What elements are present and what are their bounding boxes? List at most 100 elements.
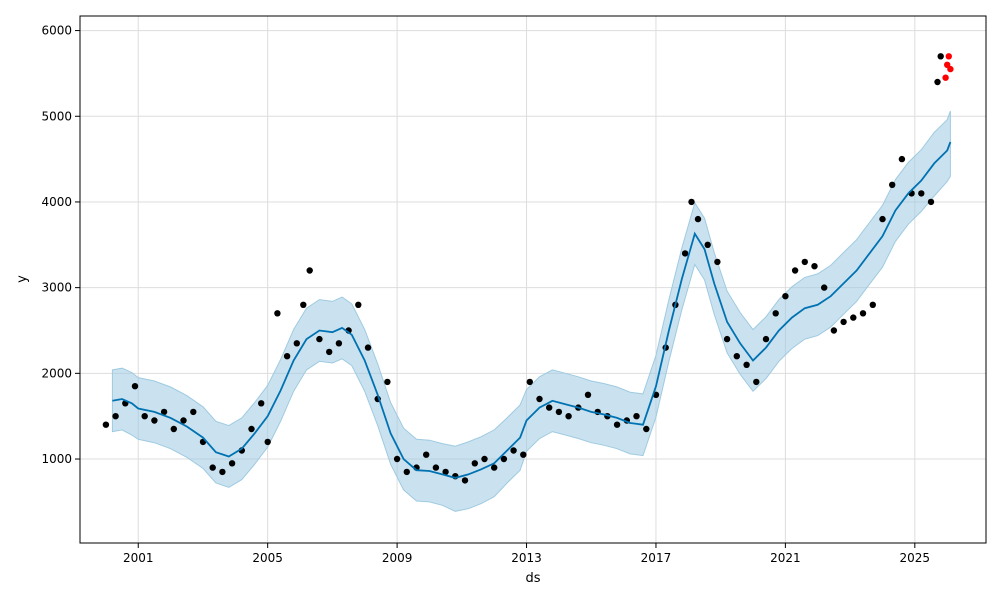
observed-point [743, 361, 750, 368]
x-axis: 2001 2005 2009 2013 2017 2021 2025 [123, 543, 930, 565]
observed-point [248, 425, 255, 433]
x-tick-label: 2005 [252, 551, 283, 565]
observed-point [481, 455, 488, 463]
observed-point [461, 477, 469, 484]
x-tick-label: 2017 [641, 551, 672, 565]
observed-point [393, 455, 401, 463]
observed-point [403, 468, 410, 476]
observed-point [432, 464, 440, 471]
observed-point [681, 250, 689, 257]
observed-point [584, 391, 592, 398]
y-axis-label: y [15, 275, 30, 283]
observed-point [694, 215, 702, 223]
observed-point [384, 378, 391, 386]
observed-point [850, 314, 857, 321]
observed-point [555, 408, 563, 416]
forecast-line-layer [112, 141, 952, 479]
observed-point [869, 301, 876, 308]
observed-point [335, 340, 343, 347]
observed-point [258, 400, 265, 407]
observed-point [753, 378, 760, 386]
observed-point [688, 198, 695, 206]
observed-point [526, 378, 533, 386]
observed-point [565, 413, 572, 420]
observed-point [364, 344, 372, 351]
y-tick-label: 6000 [41, 24, 72, 38]
uncertainty-band-layer [111, 110, 951, 512]
observed-point [180, 417, 187, 424]
observed-point [283, 353, 291, 360]
observed-point [228, 460, 236, 467]
observed-point [898, 155, 906, 163]
observed-point [274, 310, 281, 317]
observed-point [889, 181, 896, 188]
observed-point [733, 353, 740, 360]
observed-point [209, 464, 216, 471]
observed-point [316, 335, 323, 343]
observed-point [306, 267, 313, 274]
y-axis: 1000 2000 3000 4000 5000 6000 [41, 24, 80, 466]
test-points-layer [942, 53, 954, 81]
observed-point [714, 258, 721, 266]
observed-point [510, 447, 517, 454]
observed-point [471, 460, 478, 467]
observed-point [801, 258, 808, 266]
observed-point [355, 301, 362, 308]
x-tick-label: 2025 [900, 551, 931, 565]
y-tick-label: 2000 [41, 366, 72, 380]
x-tick-label: 2001 [123, 551, 154, 565]
observed-point [782, 293, 789, 300]
y-tick-label: 5000 [41, 109, 72, 123]
x-axis-label: ds [525, 571, 540, 586]
observed-point [300, 301, 307, 308]
observed-point [704, 241, 711, 248]
observed-point [830, 327, 838, 334]
observed-point [937, 53, 944, 60]
observed-point [293, 340, 300, 347]
observed-point [264, 438, 271, 446]
observed-point [927, 198, 935, 206]
observed-point [633, 413, 640, 420]
observed-point [723, 335, 731, 343]
test-point [947, 65, 954, 73]
uncertainty-band [111, 110, 951, 512]
test-point [945, 53, 952, 60]
observed-point [160, 408, 168, 416]
observed-point [918, 190, 925, 197]
observed-point [500, 455, 508, 463]
observed-point [326, 348, 333, 356]
observed-point [442, 468, 449, 476]
x-tick-label: 2013 [511, 551, 542, 565]
plot-frame [79, 15, 987, 544]
observed-point [762, 335, 770, 343]
test-point [942, 74, 949, 81]
observed-point [112, 413, 119, 420]
observed-point [772, 310, 779, 317]
observed-point [151, 417, 158, 424]
observed-point [131, 383, 139, 390]
observed-point [821, 284, 828, 291]
observed-point [423, 451, 430, 458]
observed-point [491, 464, 498, 471]
observed-point [791, 267, 799, 274]
observed-point [219, 468, 226, 476]
observed-point [141, 413, 148, 420]
observed-point [811, 263, 818, 270]
observed-point [934, 78, 941, 86]
forecast-line [112, 141, 952, 479]
y-tick-label: 1000 [41, 452, 72, 466]
x-tick-label: 2021 [770, 551, 801, 565]
observed-point [879, 215, 886, 223]
observed-point [190, 408, 197, 416]
observed-point [859, 310, 867, 317]
observed-point [520, 451, 527, 458]
observed-point [546, 404, 553, 411]
y-tick-label: 4000 [41, 195, 72, 209]
observed-point [613, 421, 621, 428]
observed-point [102, 421, 110, 428]
y-tick-label: 3000 [41, 281, 72, 295]
x-tick-label: 2009 [382, 551, 413, 565]
observed-point [643, 425, 650, 433]
observed-point [840, 318, 847, 326]
